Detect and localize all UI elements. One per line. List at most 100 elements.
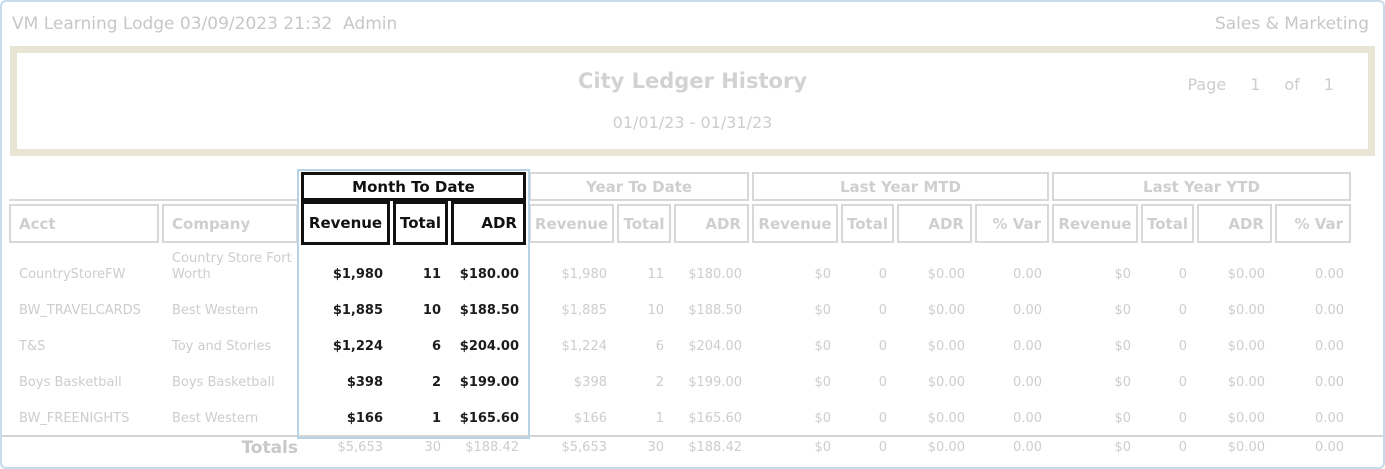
- page-label: Page: [1187, 75, 1227, 94]
- value-cell-ly_mtd-var: 0.00: [1013, 410, 1042, 426]
- group-header-month-to-date: Month To Date: [301, 172, 526, 201]
- value-cell-ytd-adr: $165.60: [688, 410, 742, 426]
- col-header-ly_ytd-adr: ADR: [1197, 204, 1272, 243]
- value-cell-ly_ytd-total: 0: [1178, 338, 1187, 354]
- col-header-acct: Acct: [9, 204, 159, 243]
- value-cell-ytd-total: 6: [655, 338, 664, 354]
- value-cell-ly_mtd-var: 0.00: [1013, 374, 1042, 390]
- ledger-table-wrap: Month To Date Year To Date Last Year MTD La…: [0, 169, 1385, 461]
- col-header-ly_ytd-revenue: Revenue: [1052, 204, 1138, 243]
- value-cell-mtd-total: 10: [422, 302, 441, 318]
- totals-cell-ly_ytd-var: 0.00: [1315, 440, 1344, 455]
- acct-cell: Boys Basketball: [19, 374, 122, 390]
- value-cell-mtd-revenue: $398: [346, 374, 383, 390]
- value-cell-ytd-revenue: $1,885: [561, 302, 608, 318]
- value-cell-ly_ytd-adr: $0.00: [1227, 266, 1265, 282]
- col-header-ytd-adr: ADR: [674, 204, 749, 243]
- value-cell-ly_mtd-total: 0: [878, 302, 887, 318]
- totals-cell-ytd-adr: $188.42: [688, 440, 742, 455]
- value-cell-ytd-adr: $188.50: [688, 302, 742, 318]
- value-cell-ly_ytd-var: 0.00: [1315, 302, 1344, 318]
- totals-cell-ly_ytd-revenue: $0: [1114, 440, 1131, 455]
- value-cell-ytd-revenue: $398: [573, 374, 607, 390]
- value-cell-mtd-adr: $180.00: [459, 266, 519, 282]
- value-cell-ly_mtd-var: 0.00: [1013, 266, 1042, 282]
- value-cell-ly_mtd-adr: $0.00: [927, 302, 965, 318]
- company-cell: Best Western: [172, 302, 259, 318]
- col-header-ytd-revenue: Revenue: [529, 204, 614, 243]
- value-cell-ly_mtd-var: 0.00: [1013, 302, 1042, 318]
- value-cell-ytd-total: 2: [655, 374, 664, 390]
- value-cell-mtd-total: 6: [431, 338, 441, 354]
- value-cell-ytd-total: 11: [647, 266, 664, 282]
- value-cell-ly_mtd-revenue: $0: [814, 302, 831, 318]
- value-cell-ly_mtd-revenue: $0: [814, 266, 831, 282]
- value-cell-mtd-total: 2: [431, 374, 441, 390]
- col-header-ly_ytd-total: Total: [1141, 204, 1194, 243]
- value-cell-mtd-adr: $199.00: [459, 374, 519, 390]
- value-cell-ytd-adr: $204.00: [688, 338, 742, 354]
- totals-cell-ytd-total: 30: [647, 440, 664, 455]
- acct-cell: T&S: [19, 338, 46, 354]
- value-cell-ytd-adr: $199.00: [688, 374, 742, 390]
- top-status-bar: VM Learning Lodge 03/09/2023 21:32 Admin…: [0, 0, 1385, 40]
- company-cell: Best Western: [172, 410, 259, 426]
- value-cell-ly_ytd-revenue: $0: [1114, 266, 1131, 282]
- property-date-user-label: VM Learning Lodge 03/09/2023 21:32 Admin: [12, 14, 398, 34]
- value-cell-mtd-adr: $165.60: [459, 410, 519, 426]
- value-cell-mtd-adr: $188.50: [459, 302, 519, 318]
- value-cell-ly_mtd-adr: $0.00: [927, 374, 965, 390]
- group-header-year-to-date: Year To Date: [529, 172, 749, 201]
- value-cell-ly_ytd-var: 0.00: [1315, 374, 1344, 390]
- value-cell-ly_mtd-adr: $0.00: [927, 338, 965, 354]
- totals-cell-ly_mtd-adr: $0.00: [927, 440, 965, 455]
- value-cell-ly_mtd-var: 0.00: [1013, 338, 1042, 354]
- col-header-ly_mtd-total: Total: [841, 204, 894, 243]
- page-of-label: of: [1284, 75, 1300, 94]
- col-header-mtd-revenue: Revenue: [301, 201, 390, 245]
- value-cell-ytd-revenue: $166: [573, 410, 607, 426]
- value-cell-ly_mtd-total: 0: [878, 374, 887, 390]
- value-cell-ly_ytd-revenue: $0: [1114, 410, 1131, 426]
- col-header-ytd-total: Total: [617, 204, 671, 243]
- page-total: 1: [1323, 75, 1334, 94]
- value-cell-mtd-adr: $204.00: [459, 338, 519, 354]
- totals-cell-ly_mtd-revenue: $0: [814, 440, 831, 455]
- value-cell-ly_ytd-adr: $0.00: [1227, 302, 1265, 318]
- group-header-last-year-ytd: Last Year YTD: [1052, 172, 1351, 201]
- totals-cell-mtd-revenue: $5,653: [337, 440, 384, 455]
- value-cell-ly_ytd-var: 0.00: [1315, 410, 1344, 426]
- page-number: 1: [1250, 75, 1261, 94]
- value-cell-ly_mtd-total: 0: [878, 410, 887, 426]
- value-cell-ly_mtd-total: 0: [878, 338, 887, 354]
- value-cell-ly_mtd-revenue: $0: [814, 338, 831, 354]
- value-cell-ly_ytd-total: 0: [1178, 410, 1187, 426]
- company-cell: Country Store Fort Worth: [172, 250, 292, 282]
- totals-row-label: Totals: [241, 437, 298, 458]
- value-cell-ytd-revenue: $1,224: [561, 338, 608, 354]
- value-cell-ly_mtd-adr: $0.00: [927, 410, 965, 426]
- value-cell-mtd-total: 11: [422, 266, 441, 282]
- col-header-mtd-adr: ADR: [451, 201, 526, 245]
- col-header-mtd-total: Total: [393, 201, 448, 245]
- value-cell-ly_ytd-adr: $0.00: [1227, 374, 1265, 390]
- value-cell-ytd-total: 1: [655, 410, 664, 426]
- value-cell-ly_ytd-revenue: $0: [1114, 374, 1131, 390]
- col-header-company: Company: [162, 204, 298, 243]
- report-header-box: City Ledger History Page 1 of 1 01/01/23…: [10, 46, 1375, 156]
- company-cell: Boys Basketball: [172, 374, 275, 390]
- acct-cell: BW_FREENIGHTS: [19, 410, 130, 426]
- value-cell-ly_mtd-revenue: $0: [814, 410, 831, 426]
- totals-cell-ly_mtd-var: 0.00: [1013, 440, 1042, 455]
- col-header-ly_mtd-adr: ADR: [897, 204, 972, 243]
- totals-cell-mtd-adr: $188.42: [465, 440, 519, 455]
- report-date-range: 01/01/23 - 01/31/23: [612, 113, 773, 132]
- group-header-last-year-mtd: Last Year MTD: [752, 172, 1049, 201]
- col-header-ly_ytd-var: % Var: [1275, 204, 1351, 243]
- col-header-ly_mtd-revenue: Revenue: [752, 204, 838, 243]
- group-row-spacer: [9, 172, 298, 201]
- ledger-table: Month To Date Year To Date Last Year MTD La…: [9, 172, 1376, 461]
- value-cell-ly_ytd-total: 0: [1178, 302, 1187, 318]
- acct-cell: CountryStoreFW: [19, 266, 126, 282]
- value-cell-ly_ytd-revenue: $0: [1114, 338, 1131, 354]
